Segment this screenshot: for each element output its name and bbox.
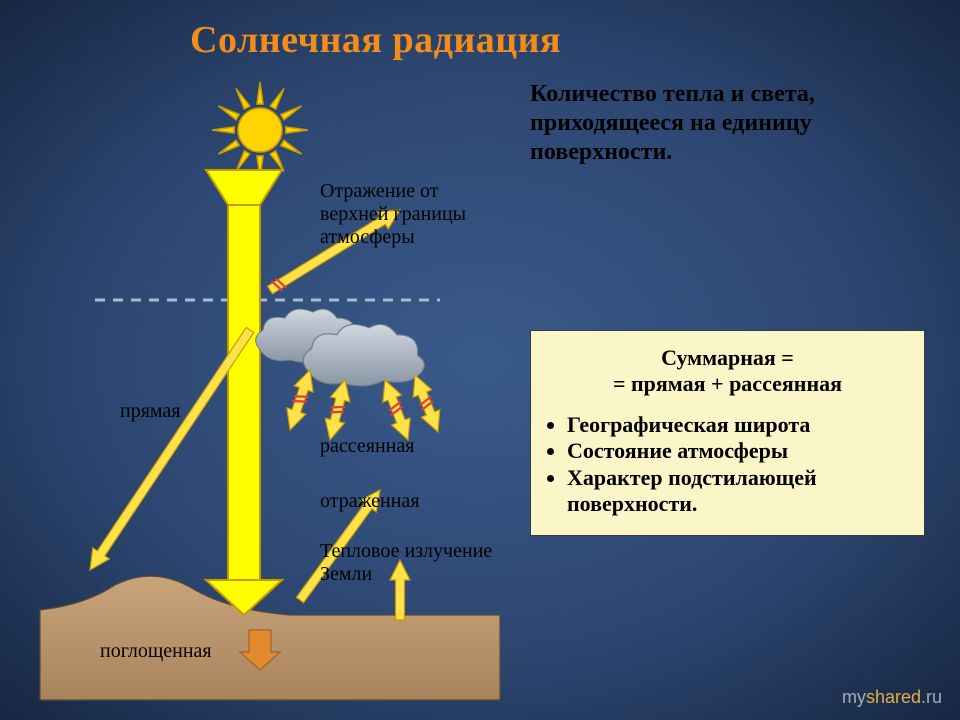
formula-line1: Суммарная = (661, 345, 794, 370)
watermark-accent: shared (866, 687, 921, 707)
watermark-prefix: my (842, 687, 866, 707)
bullet-1: Географическая широта (567, 412, 908, 438)
label-direct: прямая (120, 400, 181, 423)
stage: Солнечная радиация Количество тепла и св… (0, 0, 960, 720)
label-reflected: отраженная (320, 490, 420, 513)
formula-equation: Суммарная = = прямая + рассеянная (547, 345, 908, 398)
watermark: myshared.ru (842, 687, 942, 708)
big-arrow-shaft (228, 205, 260, 580)
page-title: Солнечная радиация (190, 18, 561, 62)
bullet-3: Характер подстилающей поверхности. (567, 465, 908, 518)
watermark-suffix: .ru (921, 687, 942, 707)
definition-text: Количество тепла и света, приходящееся н… (530, 80, 930, 166)
formula-line2: = прямая + рассеянная (613, 371, 842, 396)
label-absorbed: поглощенная (100, 640, 212, 663)
label-scattered: рассеянная (320, 435, 414, 458)
formula-bullets: Географическая широта Состояние атмосфер… (547, 412, 908, 518)
bullet-2: Состояние атмосферы (567, 438, 908, 464)
label-thermal: Тепловое излучение Земли (320, 540, 500, 586)
formula-box: Суммарная = = прямая + рассеянная Геогра… (530, 330, 925, 536)
label-reflection-atmosphere: Отражение от верхней границы атмосферы (320, 180, 500, 249)
